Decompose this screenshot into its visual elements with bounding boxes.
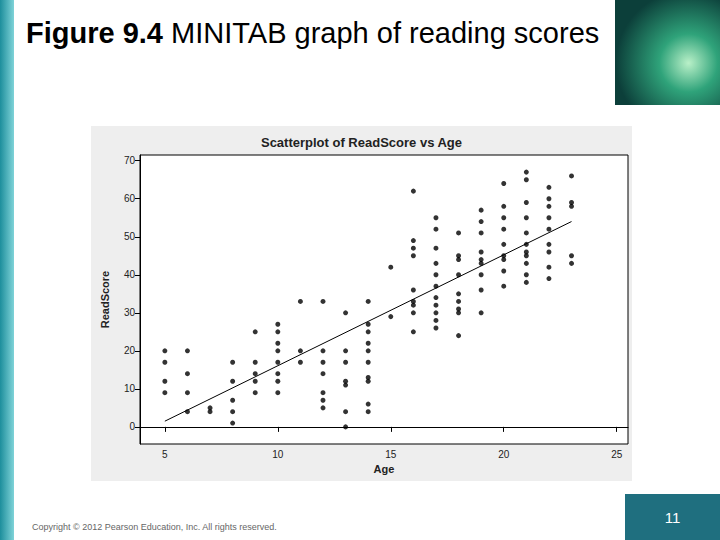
svg-text:ReadScore: ReadScore: [99, 271, 111, 328]
svg-text:Age: Age: [374, 463, 395, 475]
svg-text:10: 10: [124, 383, 136, 394]
html-text:11: 11: [664, 508, 681, 526]
svg-text:10: 10: [272, 449, 284, 460]
svg-text:40: 40: [124, 269, 136, 280]
svg-text:50: 50: [124, 231, 136, 242]
svg-text:15: 15: [385, 449, 397, 460]
svg-text:60: 60: [124, 193, 136, 204]
svg-text:5: 5: [162, 449, 168, 460]
svg-text:20: 20: [498, 449, 510, 460]
html-text:Figure 9.4 MINITAB graph of re: Figure 9.4 MINITAB graph of reading scor…: [26, 17, 600, 49]
svg-text:70: 70: [124, 155, 136, 166]
svg-text:20: 20: [124, 345, 136, 356]
svg-text:25: 25: [611, 449, 623, 460]
html-text:Copyright © 2012 Pearson Educa: Copyright © 2012 Pearson Education, Inc.…: [32, 522, 277, 532]
svg-text:30: 30: [124, 307, 136, 318]
svg-text:Scatterplot of ReadScore vs Ag: Scatterplot of ReadScore vs Age: [261, 135, 462, 150]
svg-text:0: 0: [129, 421, 135, 432]
